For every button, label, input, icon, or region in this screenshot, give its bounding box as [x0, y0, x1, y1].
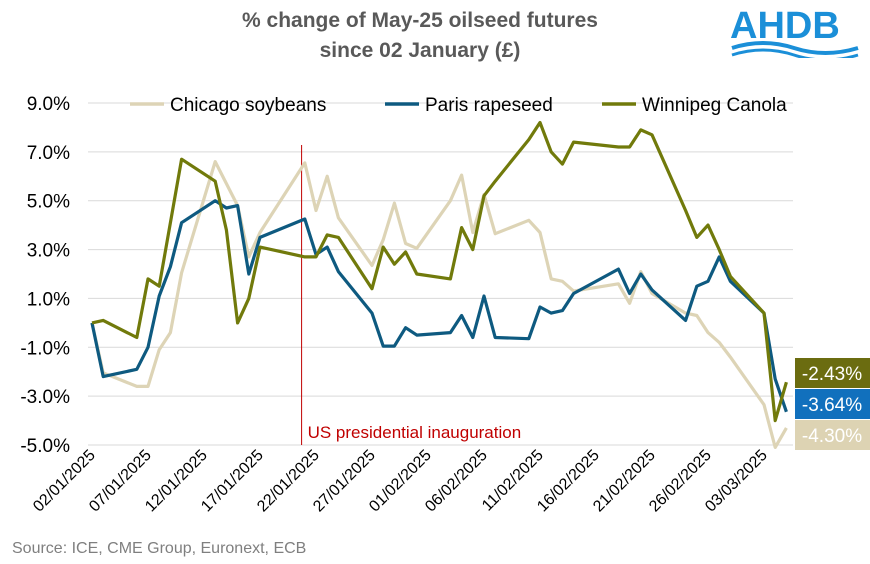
end-value-label: -2.43% [802, 364, 862, 385]
series-line-chicago-soybeans [90, 160, 788, 449]
legend-label: Winnipeg Canola [642, 95, 787, 116]
series-line-paris-rapeseed [90, 199, 788, 413]
y-tick-label: 9.0% [27, 94, 70, 115]
y-tick-label: -5.0% [20, 436, 70, 457]
chart-title-line1: % change of May-25 oilseed futures [242, 9, 598, 32]
legend-label: Paris rapeseed [425, 95, 553, 116]
y-tick-label: -1.0% [20, 338, 70, 359]
svg-text:AHDB: AHDB [730, 5, 840, 47]
y-tick-label: 3.0% [27, 241, 70, 262]
end-value-badge [795, 389, 870, 419]
ahdb-logo-icon: AHDB [730, 5, 859, 62]
y-tick-label: 7.0% [27, 143, 70, 164]
chart-title-line2: since 02 January (£) [319, 39, 521, 62]
end-value-label: -4.30% [802, 426, 862, 447]
end-value-label: -3.64% [802, 395, 862, 416]
end-value-badge [795, 420, 870, 450]
source-note: Source: ICE, CME Group, Euronext, ECB [12, 540, 307, 557]
ahdb-logo: AHDB [728, 2, 863, 63]
y-tick-label: 1.0% [27, 289, 70, 310]
series-line-winnipeg-canola [91, 120, 788, 423]
end-value-badge [795, 358, 870, 388]
y-tick-label: 5.0% [27, 192, 70, 213]
annotation-label: US presidential inauguration [308, 423, 522, 442]
legend-label: Chicago soybeans [170, 95, 326, 116]
y-tick-label: -3.0% [20, 387, 70, 408]
